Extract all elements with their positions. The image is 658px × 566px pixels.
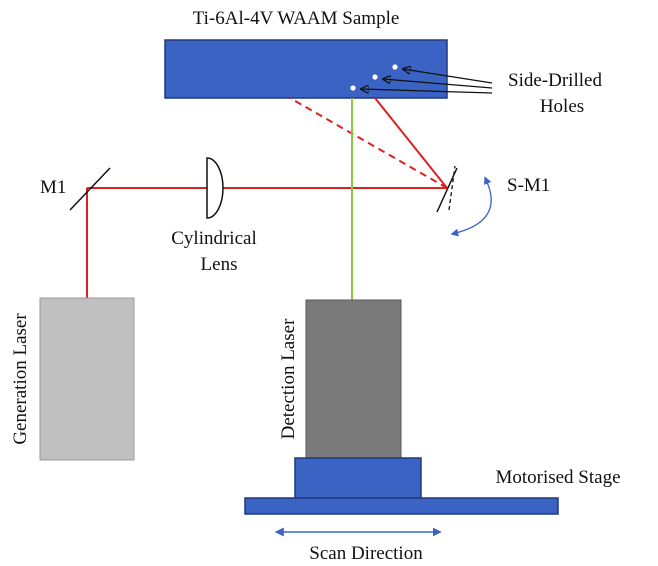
stage-carriage: [294, 457, 422, 499]
generation-laser: [39, 297, 135, 461]
hole-pointer-1: [403, 69, 493, 84]
side-drilled-holes: [350, 64, 398, 91]
sample-label: Ti-6Al-4V WAAM Sample: [193, 8, 400, 29]
cylindrical-lens: [206, 157, 224, 219]
scan-mirror-alt-position: [448, 165, 456, 211]
detection-laser-label: Detection Laser: [278, 318, 299, 439]
holes-label-line1: Side-Drilled: [508, 70, 602, 91]
sample-block: [164, 39, 448, 99]
hole-1: [392, 64, 398, 70]
generation-beam: [86, 97, 448, 298]
hole-3: [350, 85, 356, 91]
scan-direction-label: Scan Direction: [309, 543, 423, 564]
hole-pointer-3: [361, 89, 493, 94]
stage-rail: [244, 497, 559, 515]
lens-label-line1: Cylindrical: [171, 228, 256, 249]
gen-beam-to-sample-solid: [374, 97, 448, 189]
scan-mirror-s-m1: [436, 167, 458, 213]
hole-2: [372, 74, 378, 80]
gen-beam-to-sample-dashed: [289, 97, 448, 189]
lens-label-line2: Lens: [201, 254, 238, 275]
scan-rotation-arrow: [450, 176, 492, 237]
holes-label-line2: Holes: [540, 96, 584, 117]
mirror-m1: [69, 167, 111, 211]
generation-laser-label: Generation Laser: [10, 313, 31, 445]
mirror-m1-label: M1: [40, 177, 66, 198]
scan-mirror-label: S-M1: [507, 175, 550, 196]
hole-pointer-2: [383, 79, 493, 89]
detection-laser: [305, 299, 402, 461]
stage-label: Motorised Stage: [495, 467, 620, 488]
